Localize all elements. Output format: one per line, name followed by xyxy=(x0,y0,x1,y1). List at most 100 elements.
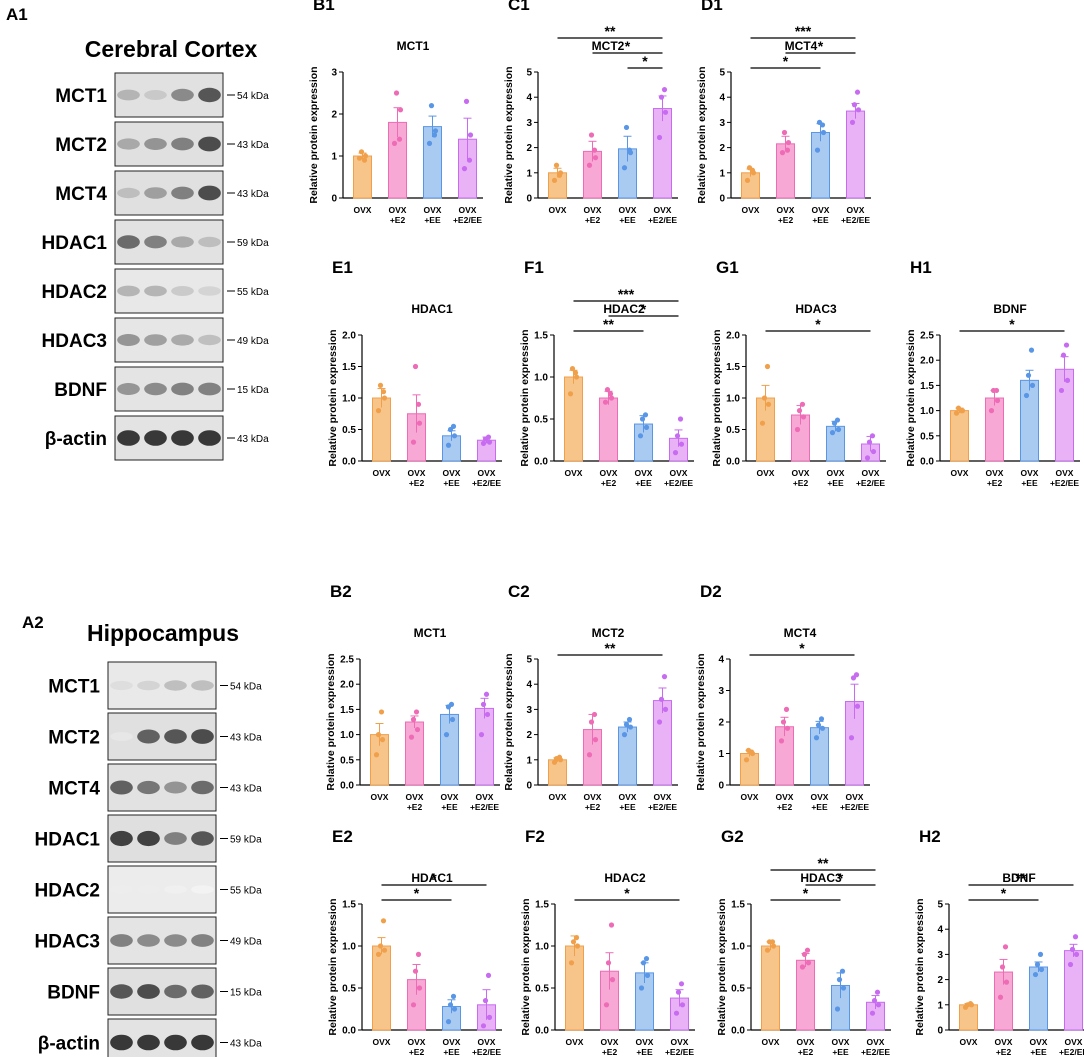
data-point xyxy=(1058,387,1065,394)
data-point xyxy=(570,939,577,945)
blot-band xyxy=(171,137,194,151)
data-point xyxy=(1032,971,1039,978)
data-point xyxy=(602,399,609,405)
significance-label: ** xyxy=(605,640,616,656)
blot-band xyxy=(191,1034,214,1051)
kda-label: 54 kDa xyxy=(237,91,269,102)
blot-band xyxy=(144,285,167,297)
data-point xyxy=(574,943,581,949)
data-point xyxy=(626,147,633,153)
y-tick-label: 0.0 xyxy=(340,781,354,792)
x-tick-label: OVX xyxy=(566,1037,584,1047)
data-point xyxy=(851,102,858,108)
x-tick-label: OVX +EE xyxy=(424,205,442,225)
blot-band xyxy=(191,680,214,691)
y-tick-label: 1.5 xyxy=(920,381,934,392)
data-point xyxy=(815,722,822,728)
data-point xyxy=(819,122,826,128)
blot-band xyxy=(191,780,214,795)
y-tick-label: 0.0 xyxy=(535,1026,549,1037)
data-point xyxy=(765,401,772,407)
x-tick-label: OVX +E2 xyxy=(797,1037,815,1057)
y-axis-label: Relative protein expression xyxy=(503,653,515,790)
data-point xyxy=(958,408,965,414)
y-tick-label: 4 xyxy=(718,655,724,666)
blot-band xyxy=(164,934,187,947)
y-tick-label: 1.0 xyxy=(534,373,548,384)
blot-band xyxy=(110,1034,133,1051)
y-tick-label: 1.0 xyxy=(342,942,356,953)
data-point xyxy=(1029,382,1036,388)
y-tick-label: 1 xyxy=(526,168,532,179)
y-tick-label: 2.0 xyxy=(726,331,740,342)
chart-b1: B1 MCT1 0 1 2 3 Relative protein expression OVX… xyxy=(308,0,483,225)
data-point xyxy=(678,981,685,987)
data-point xyxy=(486,439,493,445)
data-point xyxy=(672,450,679,456)
panel-label: E1 xyxy=(332,258,353,277)
y-tick-label: 2.0 xyxy=(342,331,356,342)
significance-label: * xyxy=(815,316,821,332)
x-tick-label: OVX+E2/EE xyxy=(472,468,501,488)
y-tick-label: 2 xyxy=(719,143,725,154)
blot-band xyxy=(198,87,221,103)
data-point xyxy=(994,397,1001,404)
x-tick-label: OVX xyxy=(757,468,775,478)
blot-band xyxy=(191,934,214,947)
data-point xyxy=(869,433,876,439)
data-point xyxy=(854,703,861,709)
blot-band xyxy=(117,89,140,101)
x-tick-label: OVX +EE xyxy=(636,1037,654,1057)
blot-band xyxy=(117,430,140,446)
chart-h2: H2 BDNF 0 1 2 3 4 5 Relative protein expression O… xyxy=(914,827,1084,1057)
bar xyxy=(618,726,637,786)
data-point xyxy=(586,162,593,168)
protein-name: HDAC2 xyxy=(42,282,107,303)
x-tick-label: OVX +E2 xyxy=(600,468,618,488)
data-point xyxy=(591,711,598,718)
data-point xyxy=(410,716,417,723)
y-tick-label: 0.0 xyxy=(342,1026,356,1037)
data-point xyxy=(644,972,651,979)
data-point xyxy=(480,1023,487,1029)
bar xyxy=(564,376,583,462)
blot-band xyxy=(171,382,194,396)
data-point xyxy=(379,737,386,743)
data-point xyxy=(377,943,384,949)
data-point xyxy=(813,735,820,741)
x-tick-label: OVX xyxy=(960,1037,978,1047)
data-point xyxy=(953,410,960,416)
data-point xyxy=(466,157,473,163)
protein-name: HDAC3 xyxy=(35,932,100,953)
y-tick-label: 0 xyxy=(937,1026,943,1037)
blot-band xyxy=(110,934,133,947)
blot-band xyxy=(137,885,160,894)
data-point xyxy=(443,732,450,738)
y-tick-label: 0.0 xyxy=(731,1026,745,1037)
y-tick-label: 2.0 xyxy=(340,680,354,691)
y-axis-label: Relative protein expression xyxy=(716,898,728,1035)
x-tick-label: OVX +EE xyxy=(443,1037,461,1057)
data-point xyxy=(412,968,419,974)
panel-label: F2 xyxy=(525,827,545,846)
data-point xyxy=(662,109,669,115)
blot-band xyxy=(198,185,221,201)
x-tick-label: OVX +E2 xyxy=(389,205,407,225)
significance-label: ** xyxy=(603,316,614,332)
data-point xyxy=(679,1002,686,1008)
blot-band xyxy=(164,729,187,744)
x-tick-label: OVX+E2/EE xyxy=(648,792,677,812)
x-tick-label: OVX +EE xyxy=(443,468,461,488)
bar xyxy=(796,959,815,1031)
blot-band xyxy=(191,885,214,894)
chart-title: HDAC2 xyxy=(603,302,645,316)
panel-label: D2 xyxy=(700,582,722,601)
y-axis-label: Relative protein expression xyxy=(711,329,723,466)
data-point xyxy=(675,989,682,995)
data-point xyxy=(1072,934,1079,940)
blot-title: Cerebral Cortex xyxy=(85,36,258,62)
blot-band xyxy=(117,235,140,249)
significance-label: * xyxy=(414,885,420,901)
